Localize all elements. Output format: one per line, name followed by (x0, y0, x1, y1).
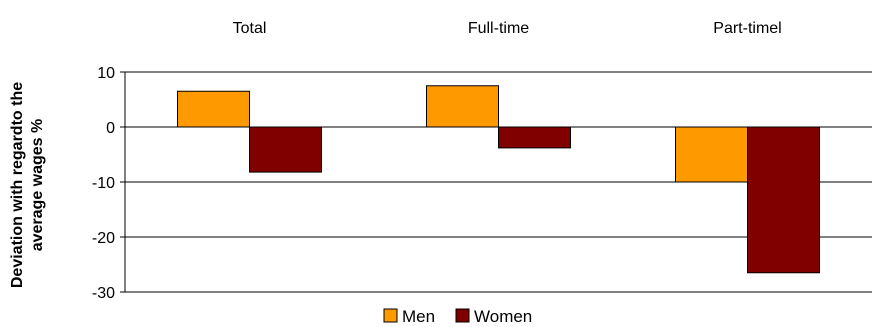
bar-women-1 (498, 126, 571, 149)
bar-men-2 (675, 126, 748, 183)
y-tick-label: 0 (106, 120, 115, 137)
legend-swatch-women (455, 308, 470, 323)
bars (177, 85, 820, 274)
category-labels: Total Full-time Part-timel (233, 20, 782, 37)
y-axis-label-line-2: average wages % (29, 119, 46, 252)
y-axis-label-line-1: Deviation with regardto the (9, 82, 26, 288)
bar-men-0 (177, 90, 250, 128)
legend-label-women: Women (474, 307, 532, 326)
bar-men-1 (426, 85, 499, 128)
y-tick-label: -10 (92, 175, 115, 192)
legend: Men Women (383, 307, 532, 326)
category-label: Part-timel (713, 20, 781, 37)
y-tick-label: 10 (97, 65, 115, 82)
category-label: Total (233, 20, 267, 37)
legend-label-men: Men (402, 307, 435, 326)
category-label: Full-time (468, 20, 529, 37)
y-tick-label: -30 (92, 285, 115, 302)
bar-women-0 (249, 126, 322, 173)
y-tick-label: -20 (92, 230, 115, 247)
y-axis-ticks: 10 0 -10 -20 -30 (92, 65, 125, 302)
bar-women-2 (747, 126, 820, 274)
legend-swatch-men (383, 308, 398, 323)
